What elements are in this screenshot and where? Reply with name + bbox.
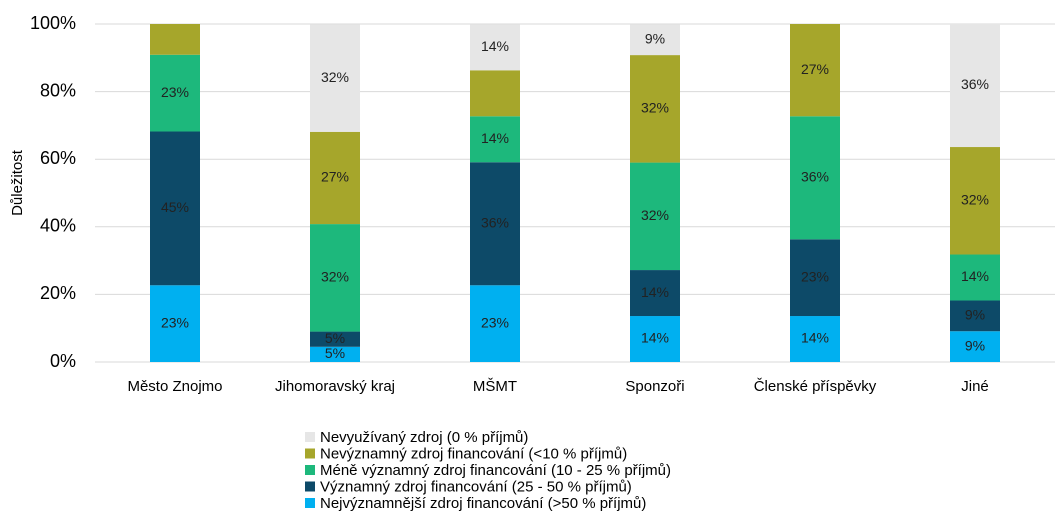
- value-label: 5%: [325, 330, 345, 346]
- value-label: 23%: [481, 314, 509, 330]
- bar-segment: [470, 24, 520, 71]
- bar-segment: [630, 24, 680, 56]
- y-tick-label: 80%: [40, 80, 76, 100]
- value-label: 14%: [961, 268, 989, 284]
- y-tick-label: 60%: [40, 148, 76, 168]
- bar-segment: [470, 70, 520, 117]
- legend-swatch: [305, 432, 315, 442]
- legend-swatch: [305, 465, 315, 475]
- value-label: 27%: [801, 61, 829, 77]
- x-tick-label: Členské příspěvky: [754, 378, 877, 395]
- bar-segment: [790, 116, 840, 240]
- value-label: 27%: [321, 169, 349, 185]
- y-tick-label: 100%: [30, 13, 76, 33]
- bar-segment: [310, 331, 360, 347]
- bar-segment: [310, 24, 360, 132]
- bar-segment: [950, 147, 1000, 255]
- bar-segment: [950, 254, 1000, 301]
- legend-label: Nejvýznamnější zdroj financování (>50 % …: [320, 495, 646, 512]
- value-label: 32%: [321, 69, 349, 85]
- bar-segment: [150, 24, 200, 55]
- bar-segment: [790, 239, 840, 317]
- value-label: 9%: [645, 30, 665, 46]
- value-label: 14%: [641, 284, 669, 300]
- bar-segment: [790, 24, 840, 117]
- value-label: 9%: [965, 337, 985, 353]
- bar-segment: [150, 285, 200, 362]
- bar-segment: [310, 346, 360, 362]
- bar-segment: [950, 24, 1000, 148]
- y-tick-label: 0%: [50, 351, 76, 371]
- bar-segment: [630, 270, 680, 317]
- legend-swatch: [305, 448, 315, 459]
- value-label: 32%: [641, 100, 669, 116]
- x-tick-label: MŠMT: [473, 378, 517, 395]
- value-label: 36%: [481, 214, 509, 230]
- value-label: 23%: [161, 314, 189, 330]
- value-label: 14%: [481, 130, 509, 146]
- legend-label: Významný zdroj financování (25 - 50 % př…: [320, 478, 632, 495]
- bar-segment: [150, 131, 200, 286]
- legend-swatch: [305, 481, 315, 492]
- value-label: 5%: [325, 345, 345, 361]
- bar-segment: [950, 331, 1000, 362]
- value-label: 14%: [801, 330, 829, 346]
- value-label: 14%: [641, 330, 669, 346]
- value-label: 45%: [161, 199, 189, 215]
- value-label: 23%: [801, 268, 829, 284]
- bar-segment: [950, 300, 1000, 332]
- bar-segment: [630, 162, 680, 271]
- legend-swatch: [305, 498, 315, 508]
- x-tick-label: Jihomoravský kraj: [275, 378, 395, 395]
- bar-segment: [630, 316, 680, 362]
- value-label: 36%: [801, 168, 829, 184]
- legend-label: Nevýznamný zdroj financování (<10 % příj…: [320, 445, 627, 462]
- bar-segment: [310, 131, 360, 225]
- value-label: 32%: [641, 207, 669, 223]
- bar-segment: [470, 285, 520, 362]
- legend-label: Méně významný zdroj financování (10 - 25…: [320, 462, 671, 479]
- bar-segment: [790, 316, 840, 362]
- value-label: 32%: [321, 269, 349, 285]
- y-tick-label: 40%: [40, 216, 76, 236]
- bar-segment: [470, 116, 520, 163]
- x-tick-label: Město Znojmo: [127, 378, 222, 395]
- value-label: 9%: [965, 307, 985, 323]
- bar-segment: [150, 54, 200, 132]
- bar-segment: [470, 162, 520, 286]
- legend-label: Nevyužívaný zdroj (0 % příjmů): [320, 429, 528, 446]
- y-axis-label: Důležitost: [9, 149, 26, 216]
- value-label: 14%: [481, 38, 509, 54]
- y-tick-label: 20%: [40, 283, 76, 303]
- value-label: 32%: [961, 191, 989, 207]
- bar-segment: [630, 55, 680, 163]
- x-tick-label: Jiné: [961, 378, 989, 395]
- value-label: 23%: [161, 84, 189, 100]
- x-tick-label: Sponzoři: [625, 378, 684, 395]
- bar-segment: [310, 224, 360, 332]
- value-label: 36%: [961, 76, 989, 92]
